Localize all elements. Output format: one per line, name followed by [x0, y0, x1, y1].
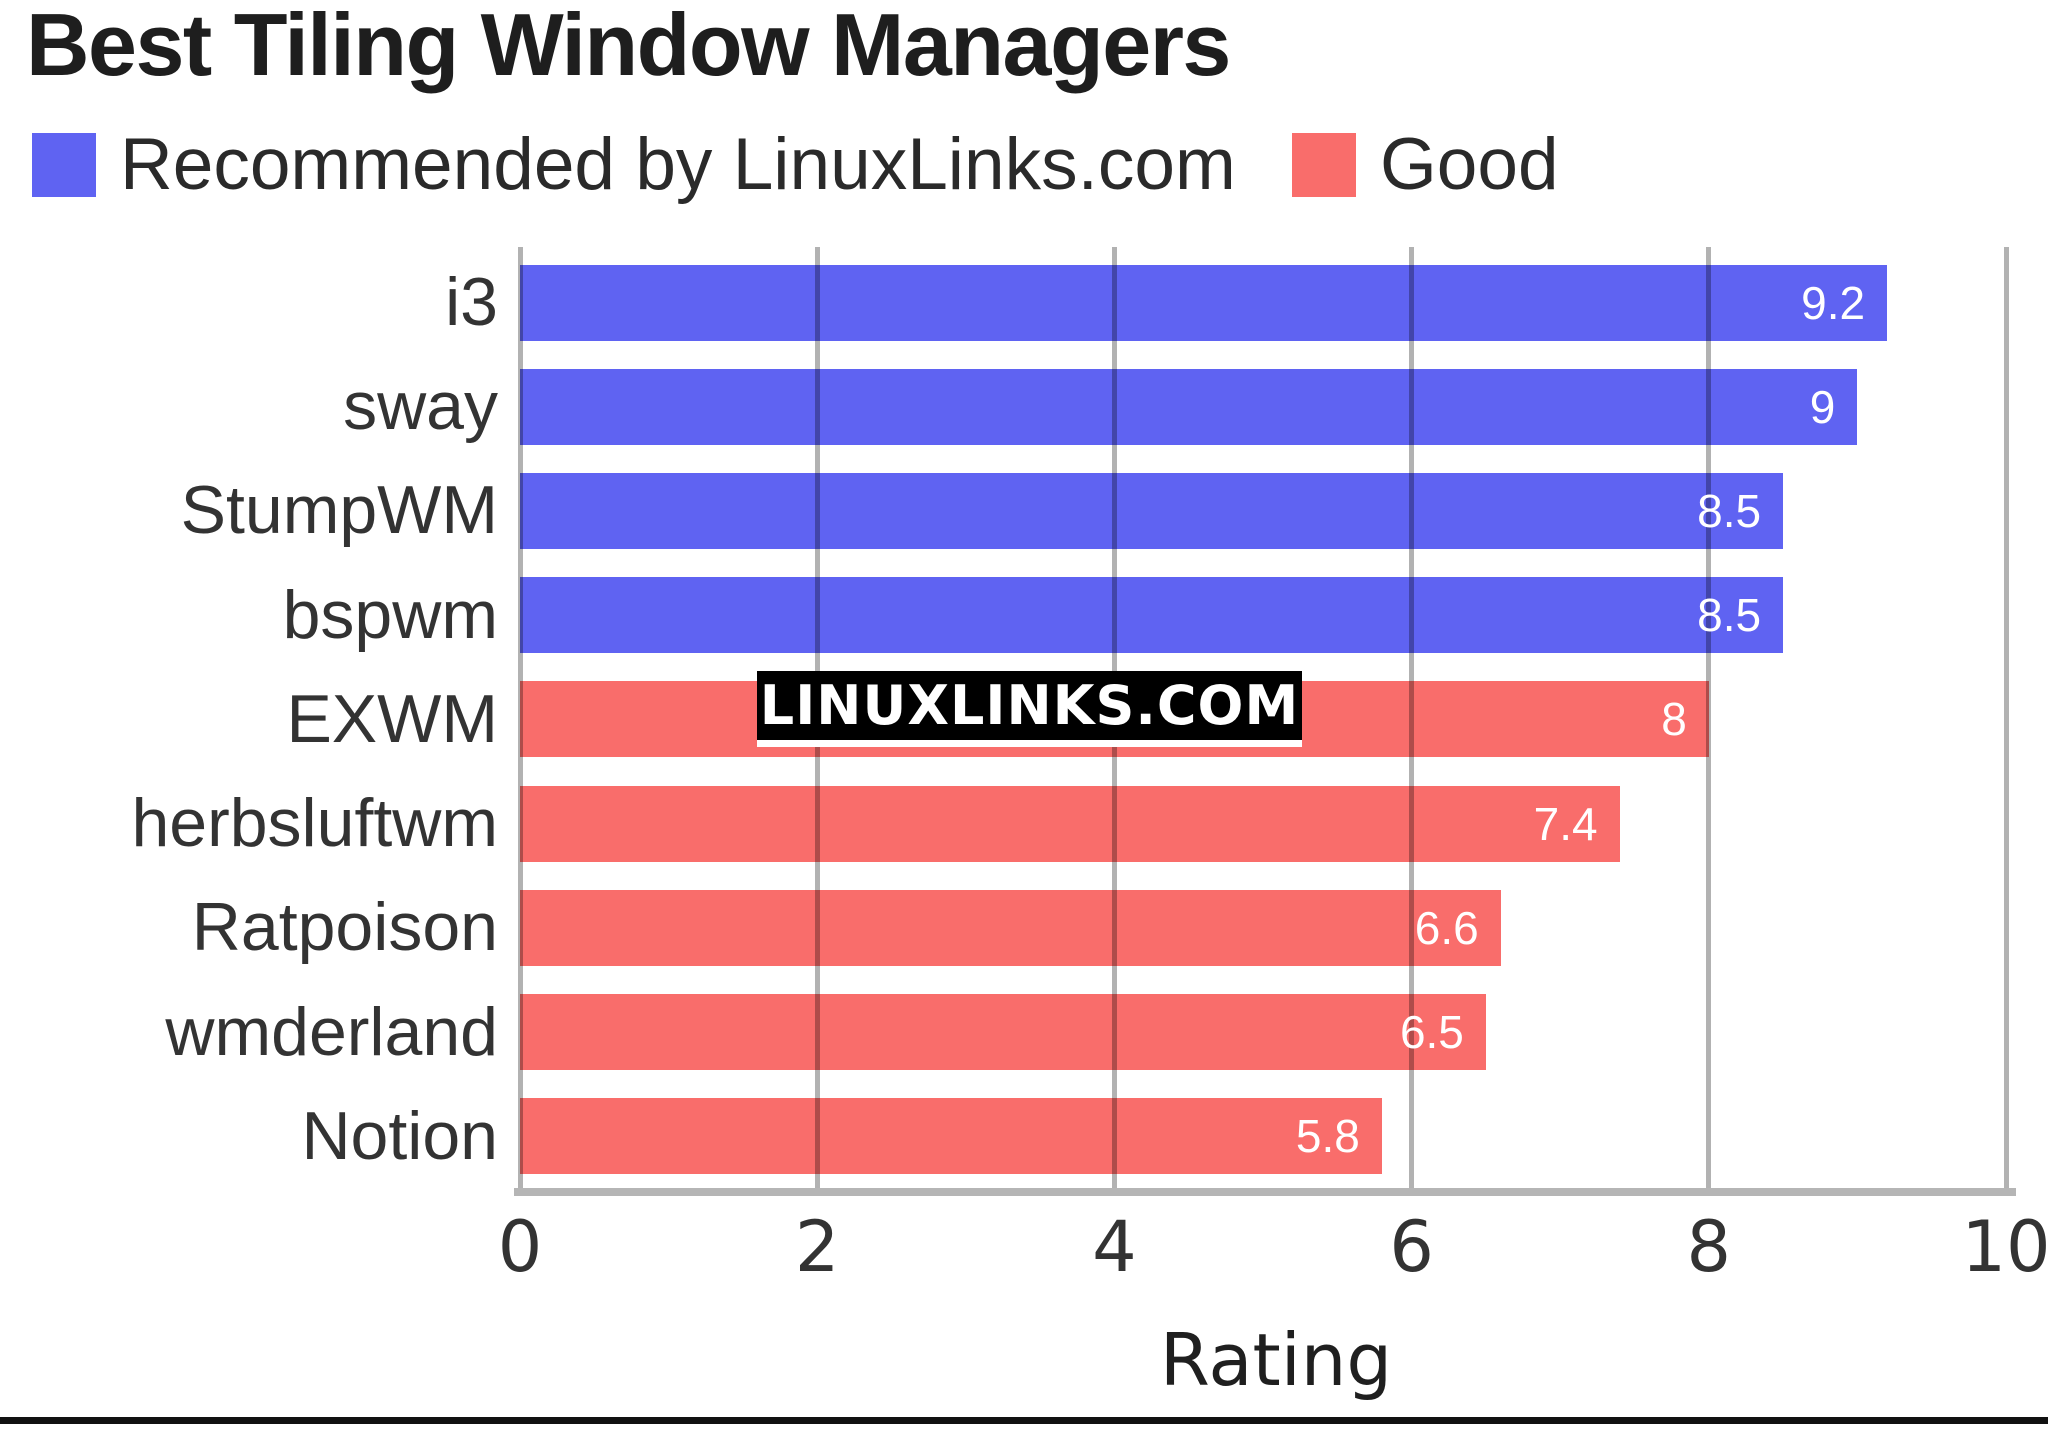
category-label-Notion: Notion: [301, 1097, 498, 1174]
x-tick-label-10: 10: [1961, 1206, 2048, 1288]
bar-Ratpoison: [520, 889, 1501, 966]
bar-Notion: [520, 1098, 1382, 1175]
category-label-sway: sway: [343, 368, 498, 445]
legend-item-recommended: Recommended by LinuxLinks.com: [32, 124, 1236, 205]
x-axis-line: [514, 1188, 2016, 1196]
bar-value-wmderland: 6.5: [1399, 1006, 1464, 1059]
x-tick-label-4: 4: [1092, 1206, 1137, 1288]
bar-value-Notion: 5.8: [1295, 1110, 1360, 1163]
bar-value-herbsluftwm: 7.4: [1533, 797, 1598, 850]
category-label-StumpWM: StumpWM: [180, 472, 498, 549]
gridline-x-0: [517, 247, 523, 1188]
category-label-i3: i3: [445, 264, 498, 340]
category-label-Ratpoison: Ratpoison: [191, 889, 498, 966]
bar-sway: [520, 368, 1858, 445]
x-tick-label-8: 8: [1686, 1206, 1732, 1288]
watermark-text: LINUXLINKS.COM: [759, 674, 1300, 737]
legend-label-recommended: Recommended by LinuxLinks.com: [120, 124, 1236, 205]
watermark-box: LINUXLINKS.COM: [757, 671, 1302, 747]
legend-item-good: Good: [1292, 124, 1559, 205]
gridline-x-8: [1706, 247, 1712, 1188]
x-tick-label-0: 0: [497, 1206, 543, 1288]
bar-value-EXWM: 8: [1661, 693, 1687, 746]
bar-value-Ratpoison: 6.6: [1414, 901, 1479, 954]
category-label-EXWM: EXWM: [286, 680, 498, 757]
bar-herbsluftwm: [520, 785, 1620, 862]
bar-wmderland: [520, 994, 1486, 1071]
bar-value-bspwm: 8.5: [1697, 589, 1762, 642]
category-label-wmderland: wmderland: [165, 993, 498, 1070]
x-axis-title: Rating: [1159, 1318, 1393, 1402]
x-tick-label-6: 6: [1389, 1206, 1434, 1288]
gridline-x-6: [1409, 247, 1415, 1188]
bar-value-i3: 9.2: [1801, 276, 1866, 329]
bar-i3: [520, 264, 1888, 341]
bar-value-StumpWM: 8.5: [1697, 484, 1762, 537]
category-label-herbsluftwm: herbsluftwm: [131, 785, 498, 862]
chart-title: Best Tiling Window Managers: [26, 0, 1231, 94]
bar-value-sway: 9: [1809, 380, 1836, 433]
bar-StumpWM: [520, 472, 1784, 549]
category-label-bspwm: bspwm: [282, 576, 498, 653]
legend-swatch-good: [1292, 133, 1356, 197]
bar-bspwm: [520, 577, 1784, 654]
legend-swatch-recommended: [32, 133, 96, 197]
gridline-x-10: [2003, 247, 2009, 1188]
bottom-rule: [0, 1417, 2048, 1424]
x-tick-label-2: 2: [794, 1206, 840, 1288]
legend-label-good: Good: [1380, 124, 1559, 205]
